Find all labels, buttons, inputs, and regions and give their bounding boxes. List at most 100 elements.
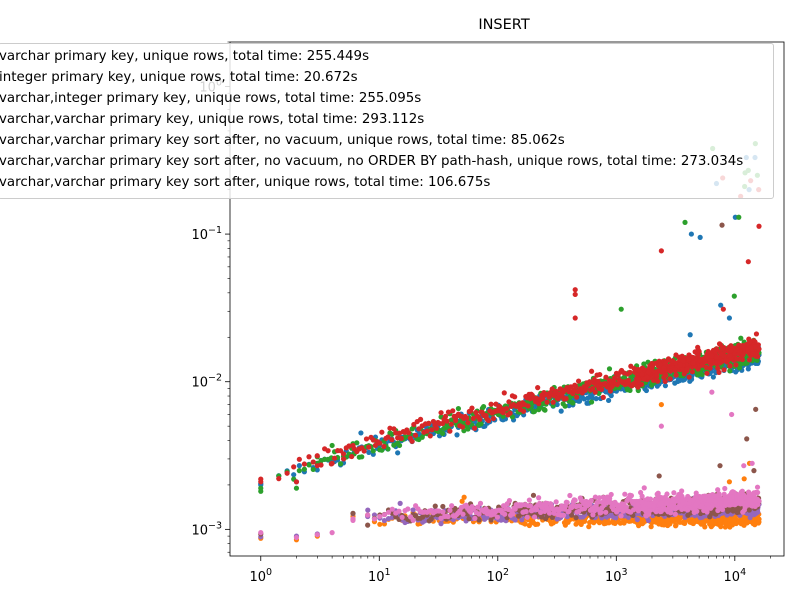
band-point — [720, 345, 726, 351]
band-point — [550, 399, 556, 405]
band-point — [572, 497, 578, 503]
band-point — [494, 514, 501, 520]
band-point — [722, 494, 728, 500]
band-point — [655, 515, 661, 521]
band-point — [475, 504, 481, 510]
band-point — [680, 367, 686, 373]
band-point — [681, 371, 687, 377]
band-point — [717, 360, 723, 366]
band-point — [662, 378, 668, 384]
band-point — [438, 410, 444, 416]
band-point — [531, 514, 538, 520]
band-point — [370, 437, 376, 443]
band-point — [411, 421, 417, 428]
x-tick-label: 101 — [368, 567, 391, 585]
band-point — [507, 410, 513, 416]
band-point — [506, 498, 513, 504]
band-point — [738, 489, 744, 495]
band-point — [673, 372, 679, 378]
band-point — [684, 366, 690, 372]
band-point — [746, 497, 752, 503]
data-point — [726, 315, 733, 321]
band-point — [639, 499, 645, 505]
band-point — [729, 522, 736, 528]
band-point — [736, 365, 743, 371]
band-point — [535, 385, 541, 391]
data-point — [720, 306, 726, 312]
band-point — [542, 407, 548, 413]
data-point — [741, 463, 747, 469]
band-point — [657, 362, 663, 368]
data-point — [656, 473, 662, 479]
band-point — [656, 521, 662, 527]
axes-border — [229, 41, 785, 557]
band-point — [314, 453, 320, 459]
band-point — [709, 503, 716, 509]
band-point — [645, 517, 652, 524]
band-point — [447, 428, 453, 434]
data-point — [350, 442, 356, 449]
data-point — [658, 248, 664, 254]
band-point — [592, 389, 598, 395]
band-point — [743, 494, 749, 500]
band-point — [727, 368, 733, 374]
band-point — [527, 503, 534, 509]
band-point — [722, 485, 728, 492]
band-point — [643, 501, 649, 507]
band-point — [310, 459, 316, 465]
band-point — [690, 360, 696, 366]
band-point — [455, 405, 462, 412]
band-point — [284, 470, 290, 476]
band-point — [715, 365, 721, 371]
band-point — [692, 349, 698, 355]
band-point — [753, 331, 760, 337]
data-point — [756, 223, 762, 229]
band-point — [638, 381, 645, 387]
band-point — [444, 418, 450, 424]
band-point — [526, 497, 532, 503]
band-point — [722, 520, 728, 526]
band-point — [525, 403, 531, 409]
band-point — [448, 421, 454, 427]
band-point — [617, 520, 623, 526]
band-point — [598, 509, 604, 515]
band-point — [546, 510, 553, 516]
band-point — [478, 421, 484, 427]
band-point — [476, 511, 482, 517]
band-point — [645, 369, 652, 375]
band-point — [379, 429, 385, 435]
band-point — [536, 495, 542, 501]
band-point — [699, 371, 705, 378]
band-point — [296, 456, 302, 462]
data-point — [293, 479, 300, 485]
band-point — [405, 430, 412, 436]
band-point — [306, 454, 312, 460]
band-point — [692, 502, 699, 508]
chart-title: INSERT — [478, 17, 530, 33]
band-point — [756, 519, 762, 525]
band-point — [675, 378, 681, 385]
band-point — [592, 494, 598, 500]
band-point — [663, 500, 670, 506]
data-point — [314, 463, 320, 469]
band-point — [325, 448, 331, 454]
band-point — [755, 497, 761, 503]
band-point — [726, 493, 732, 499]
band-point — [381, 443, 387, 450]
band-point — [573, 515, 579, 521]
band-point — [439, 420, 446, 427]
band-point — [654, 378, 661, 384]
band-point — [733, 362, 739, 368]
band-point — [598, 386, 605, 392]
band-point — [639, 371, 645, 377]
data-point — [719, 222, 725, 228]
band-point — [512, 506, 518, 512]
band-point — [549, 386, 555, 392]
band-point — [365, 512, 371, 518]
band-point — [301, 461, 307, 467]
band-point — [381, 512, 388, 518]
band-point — [608, 491, 614, 498]
band-point — [710, 374, 716, 380]
band-point — [756, 346, 762, 352]
band-point — [606, 520, 612, 526]
